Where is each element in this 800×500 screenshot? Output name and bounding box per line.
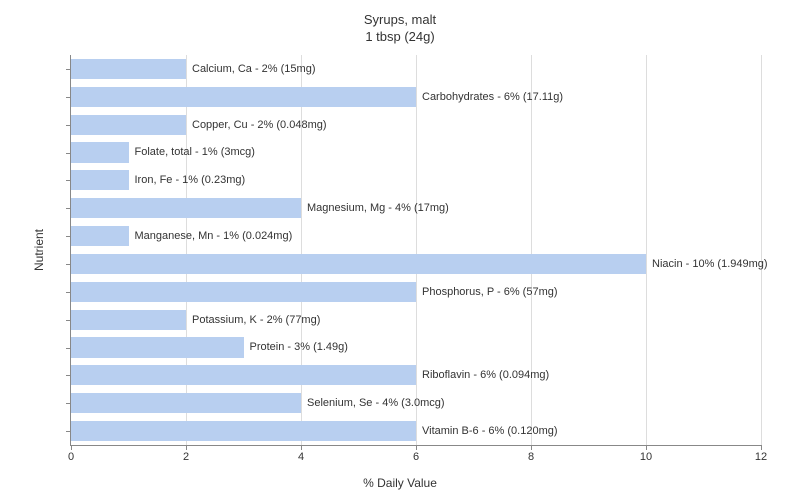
y-axis-label: Nutrient bbox=[32, 229, 46, 271]
gridline bbox=[301, 55, 302, 445]
nutrient-bar bbox=[71, 310, 186, 330]
nutrient-bar bbox=[71, 87, 416, 107]
nutrient-bar-label: Iron, Fe - 1% (0.23mg) bbox=[129, 170, 246, 190]
nutrient-bar-label: Magnesium, Mg - 4% (17mg) bbox=[301, 198, 449, 218]
chart-container: Syrups, malt 1 tbsp (24g) Nutrient % Dai… bbox=[0, 0, 800, 500]
chart-title-line1: Syrups, malt bbox=[0, 12, 800, 29]
x-tick bbox=[71, 445, 72, 450]
nutrient-bar bbox=[71, 365, 416, 385]
x-tick-label: 12 bbox=[755, 451, 767, 463]
gridline bbox=[646, 55, 647, 445]
nutrient-bar-label: Folate, total - 1% (3mcg) bbox=[129, 142, 255, 162]
nutrient-bar-label: Carbohydrates - 6% (17.11g) bbox=[416, 87, 563, 107]
nutrient-bar-label: Protein - 3% (1.49g) bbox=[244, 337, 348, 357]
nutrient-bar bbox=[71, 337, 244, 357]
x-tick-label: 0 bbox=[68, 451, 74, 463]
x-tick bbox=[761, 445, 762, 450]
nutrient-bar-label: Potassium, K - 2% (77mg) bbox=[186, 310, 320, 330]
nutrient-bar-label: Niacin - 10% (1.949mg) bbox=[646, 254, 768, 274]
gridline bbox=[186, 55, 187, 445]
gridline bbox=[531, 55, 532, 445]
gridline bbox=[416, 55, 417, 445]
nutrient-bar bbox=[71, 393, 301, 413]
nutrient-bar bbox=[71, 198, 301, 218]
x-tick bbox=[531, 445, 532, 450]
nutrient-bar-label: Manganese, Mn - 1% (0.024mg) bbox=[129, 226, 293, 246]
nutrient-bar-label: Riboflavin - 6% (0.094mg) bbox=[416, 365, 549, 385]
x-axis-label: % Daily Value bbox=[363, 476, 437, 490]
nutrient-bar-label: Selenium, Se - 4% (3.0mcg) bbox=[301, 393, 445, 413]
x-tick-label: 8 bbox=[528, 451, 534, 463]
nutrient-bar-label: Phosphorus, P - 6% (57mg) bbox=[416, 282, 558, 302]
x-tick-label: 10 bbox=[640, 451, 652, 463]
x-tick bbox=[301, 445, 302, 450]
x-tick-label: 6 bbox=[413, 451, 419, 463]
chart-title-block: Syrups, malt 1 tbsp (24g) bbox=[0, 0, 800, 46]
x-tick-label: 4 bbox=[298, 451, 304, 463]
x-tick bbox=[416, 445, 417, 450]
nutrient-bar bbox=[71, 115, 186, 135]
nutrient-bar bbox=[71, 282, 416, 302]
x-tick-label: 2 bbox=[183, 451, 189, 463]
nutrient-bar bbox=[71, 421, 416, 441]
nutrient-bar bbox=[71, 142, 129, 162]
nutrient-bar bbox=[71, 254, 646, 274]
nutrient-bar bbox=[71, 59, 186, 79]
nutrient-bar bbox=[71, 226, 129, 246]
gridline bbox=[761, 55, 762, 445]
nutrient-bar-label: Vitamin B-6 - 6% (0.120mg) bbox=[416, 421, 558, 441]
x-tick bbox=[646, 445, 647, 450]
nutrient-bar-label: Copper, Cu - 2% (0.048mg) bbox=[186, 115, 327, 135]
x-tick bbox=[186, 445, 187, 450]
nutrient-bar bbox=[71, 170, 129, 190]
plot-area: 024681012Calcium, Ca - 2% (15mg)Carbohyd… bbox=[70, 55, 761, 446]
nutrient-bar-label: Calcium, Ca - 2% (15mg) bbox=[186, 59, 315, 79]
chart-title-line2: 1 tbsp (24g) bbox=[0, 29, 800, 46]
